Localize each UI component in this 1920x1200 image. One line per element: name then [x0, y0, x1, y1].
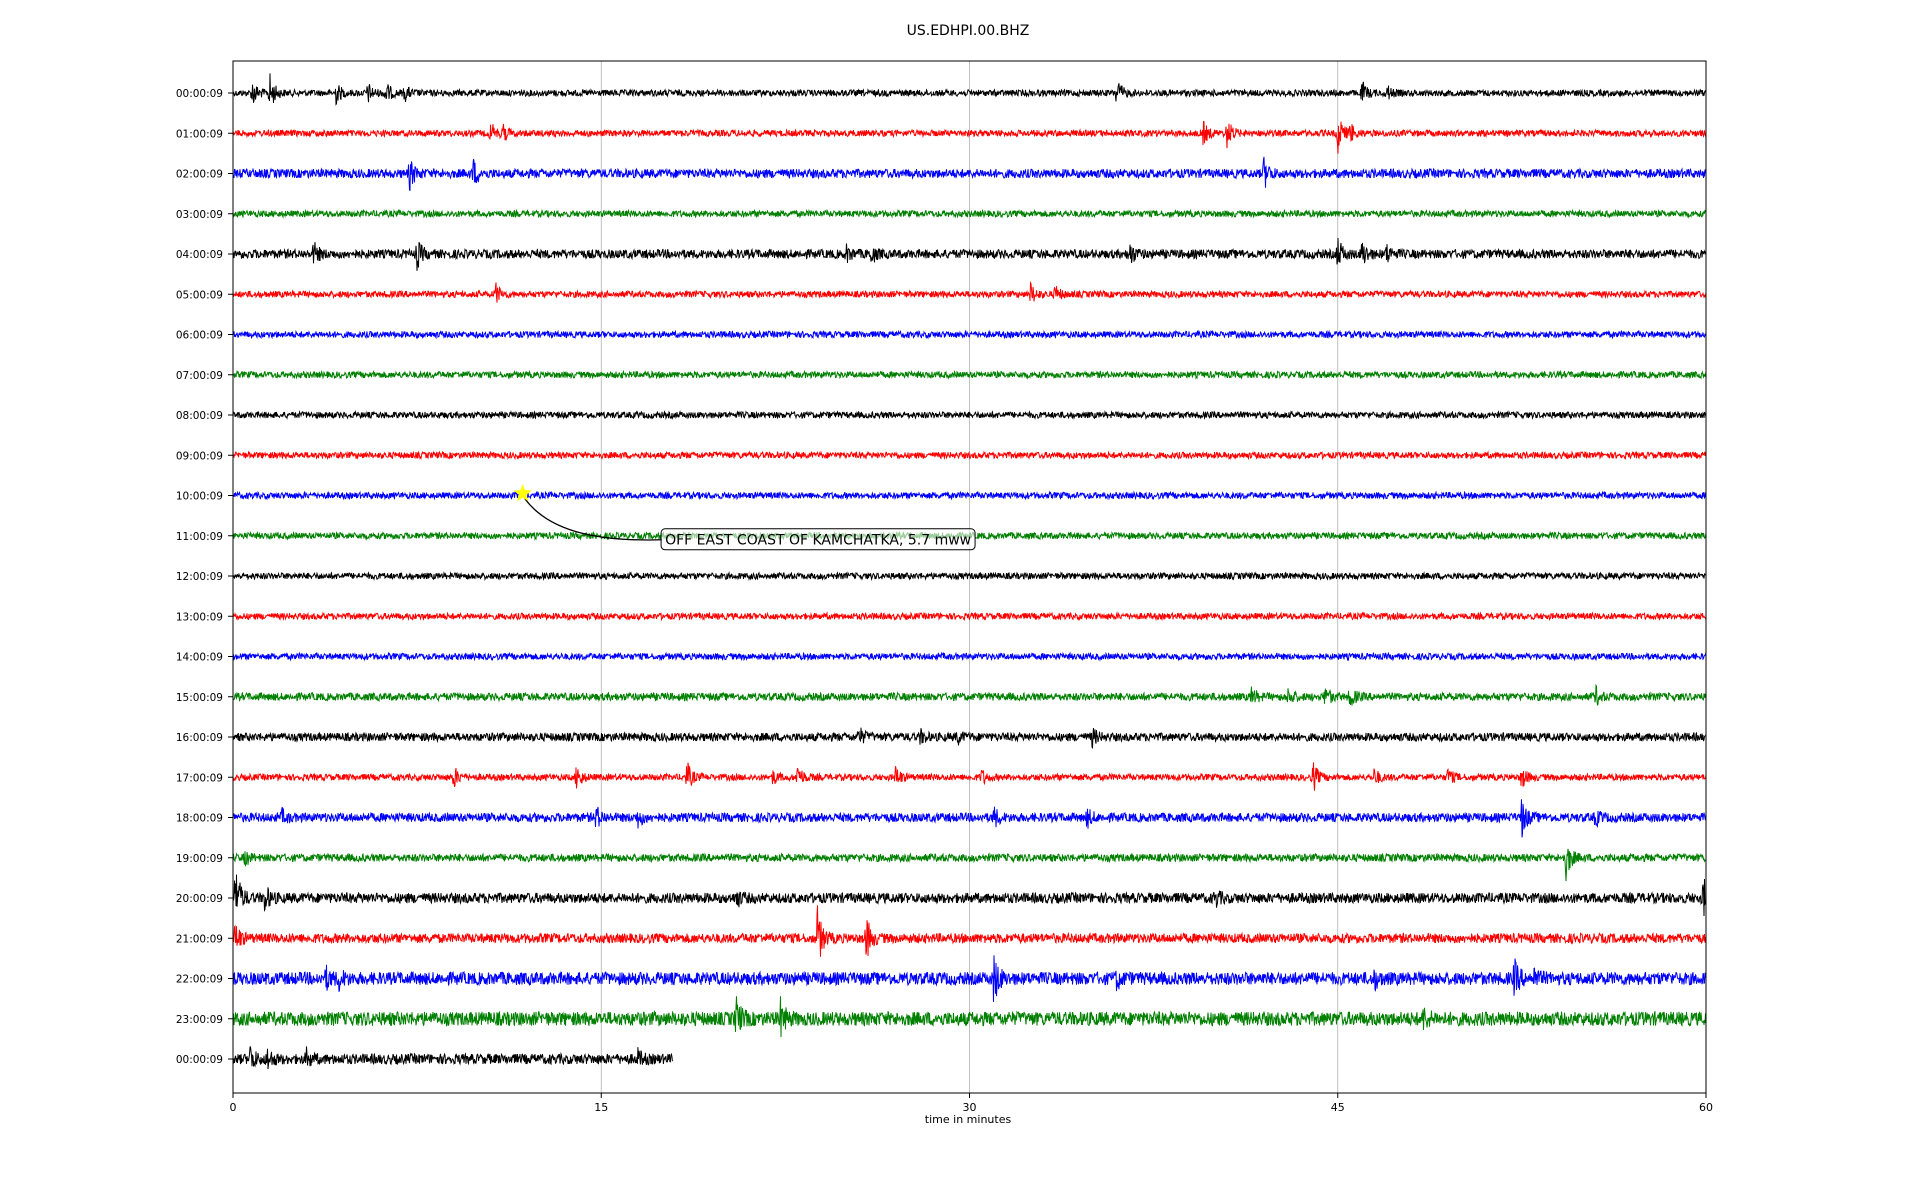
row-time-label: 15:00:09 [176, 692, 223, 704]
row-time-label: 13:00:09 [176, 611, 223, 623]
trace-line [232, 727, 1707, 749]
row-time-label: 14:00:09 [176, 652, 223, 664]
trace-line [232, 683, 1707, 706]
trace-line [232, 651, 1707, 662]
chart-title: US.EDHPI.00.BHZ [907, 23, 1030, 39]
trace-line [232, 571, 1707, 582]
trace-line [232, 848, 1707, 882]
trace-line [232, 369, 1707, 380]
row-time-label: 08:00:09 [176, 410, 223, 422]
row-time-label: 21:00:09 [176, 933, 223, 945]
trace-line [232, 409, 1707, 421]
row-time-label: 12:00:09 [176, 571, 223, 583]
trace-line [232, 329, 1707, 340]
trace-line [232, 905, 1707, 957]
trace-line [232, 156, 1707, 191]
annotation-box [660, 528, 976, 551]
trace-line [232, 73, 1707, 106]
trace-line [232, 450, 1707, 461]
row-time-label: 17:00:09 [176, 772, 223, 784]
trace-line [232, 490, 1707, 501]
row-time-label: 00:00:09 [176, 1054, 223, 1066]
event-annotation-label: OFF EAST COAST OF KAMCHATKA, 5.7 mww [665, 532, 971, 548]
row-time-label: 03:00:09 [176, 209, 223, 221]
row-time-label: 07:00:09 [176, 370, 223, 382]
trace-line [232, 280, 1707, 303]
x-tick-label: 0 [230, 1101, 237, 1114]
row-label-group: 00:00:09 01:00:09 02:00:09 03:00:09 04:00:09… [176, 88, 233, 1066]
event-annotation-group: OFF EAST COAST OF KAMCHATKA, 5.7 mww [513, 483, 976, 551]
trace-line [232, 874, 1707, 917]
row-time-label: 23:00:09 [176, 1014, 223, 1026]
row-time-label: 06:00:09 [176, 330, 223, 342]
x-tick-group: 0 15 30 45 60 [230, 1093, 1713, 1114]
row-time-label: 02:00:09 [176, 169, 223, 181]
row-time-label: 19:00:09 [176, 853, 223, 865]
row-time-label: 09:00:09 [176, 450, 223, 462]
x-tick-label: 45 [1331, 1101, 1345, 1114]
trace-line [232, 611, 1707, 622]
row-time-label: 11:00:09 [176, 531, 223, 543]
x-axis-label: time in minutes [925, 1113, 1012, 1126]
trace-line [232, 799, 1707, 838]
annotation-connector [524, 498, 663, 541]
row-time-label: 00:00:09 [176, 88, 223, 100]
row-time-label: 16:00:09 [176, 732, 223, 744]
trace-line [232, 762, 1707, 791]
x-tick-label: 15 [594, 1101, 608, 1114]
row-time-label: 20:00:09 [176, 893, 223, 905]
row-time-label: 18:00:09 [176, 813, 223, 825]
row-time-label: 04:00:09 [176, 249, 223, 261]
trace-line [232, 1046, 673, 1070]
event-star-marker [513, 483, 532, 502]
trace-line [232, 120, 1707, 154]
trace-line [232, 955, 1707, 1002]
trace-line [232, 237, 1707, 271]
row-time-label: 01:00:09 [176, 128, 223, 140]
row-time-label: 10:00:09 [176, 491, 223, 503]
row-time-label: 22:00:09 [176, 974, 223, 986]
x-tick-label: 60 [1699, 1101, 1713, 1114]
x-tick-label: 30 [963, 1101, 977, 1114]
trace-line [232, 996, 1707, 1038]
row-time-label: 05:00:09 [176, 289, 223, 301]
trace-line [232, 208, 1707, 219]
